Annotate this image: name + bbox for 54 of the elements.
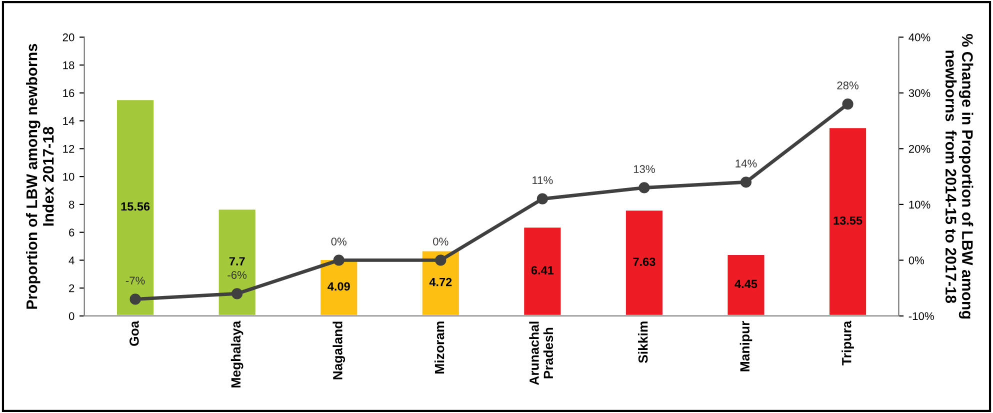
- data-label: 4.72: [429, 278, 452, 286]
- data-label: 28%: [837, 82, 858, 90]
- x-tick-label: Arunachal Pradesh: [529, 322, 554, 385]
- x-tick-label: Goa: [129, 320, 139, 346]
- x-tick-label: Nagaland: [332, 322, 346, 380]
- y-tick-label: 16: [63, 89, 74, 98]
- bar: [827, 126, 868, 316]
- y-tick-label: 20: [62, 33, 74, 42]
- data-label: 4.45: [734, 280, 758, 288]
- data-label: 7.63: [633, 258, 656, 266]
- data-label: 13.55: [834, 216, 862, 225]
- y2-tick-label: -10%: [908, 312, 934, 320]
- y2-axis-title: % Change in Proportion of LBW among newborns from 2014-15 to 2017-18: [945, 34, 974, 319]
- data-label: 11%: [532, 176, 553, 184]
- point: [638, 182, 650, 194]
- point: [842, 98, 854, 110]
- y-axis-title: Proportion of LBW among newborns Index 2017-18: [26, 44, 54, 309]
- data-label: 14%: [736, 160, 757, 168]
- x-tick-label: Meghalaya: [230, 320, 244, 388]
- x-tick-label: Mizoram: [434, 322, 444, 374]
- y-tick-label: 8: [68, 200, 74, 209]
- y-tick-label: 6: [69, 228, 74, 236]
- y2-tick-label: 0%: [908, 256, 924, 264]
- y-tick-label: 14: [63, 117, 74, 125]
- data-label: 15.56: [121, 202, 150, 211]
- data-label: 13%: [634, 165, 655, 174]
- y-tick-label: 12: [63, 144, 74, 153]
- y-tick-label: 10: [63, 172, 74, 181]
- y-tick-label: 18: [63, 61, 74, 70]
- y2-tick-label: 40%: [908, 33, 930, 42]
- point: [536, 193, 548, 204]
- point: [333, 254, 344, 266]
- data-label: 4.09: [328, 282, 350, 291]
- bar: [216, 208, 258, 316]
- point: [435, 254, 446, 266]
- data-label: -6%: [228, 271, 247, 279]
- y2-tick-label: 20%: [908, 144, 930, 153]
- data-label: 0%: [433, 238, 448, 246]
- data-label: 7.7: [229, 257, 245, 266]
- data-label: 6.41: [531, 266, 554, 274]
- y2-tick-label: 10%: [909, 200, 930, 209]
- x-tick-label: Tripura: [842, 320, 854, 366]
- y-tick-label: 4: [68, 256, 74, 264]
- point: [232, 288, 243, 300]
- y-tick-label: 2: [69, 284, 74, 292]
- point: [740, 176, 752, 188]
- y-tick-label: 0: [68, 312, 74, 320]
- y2-tick-label: 30%: [908, 89, 930, 98]
- x-tick-label: Manipur: [740, 321, 752, 372]
- data-label: 0%: [331, 238, 346, 246]
- point: [130, 294, 141, 305]
- data-label: -7%: [126, 276, 145, 284]
- x-tick-label: Sikkim: [638, 322, 648, 363]
- bar: [522, 226, 563, 316]
